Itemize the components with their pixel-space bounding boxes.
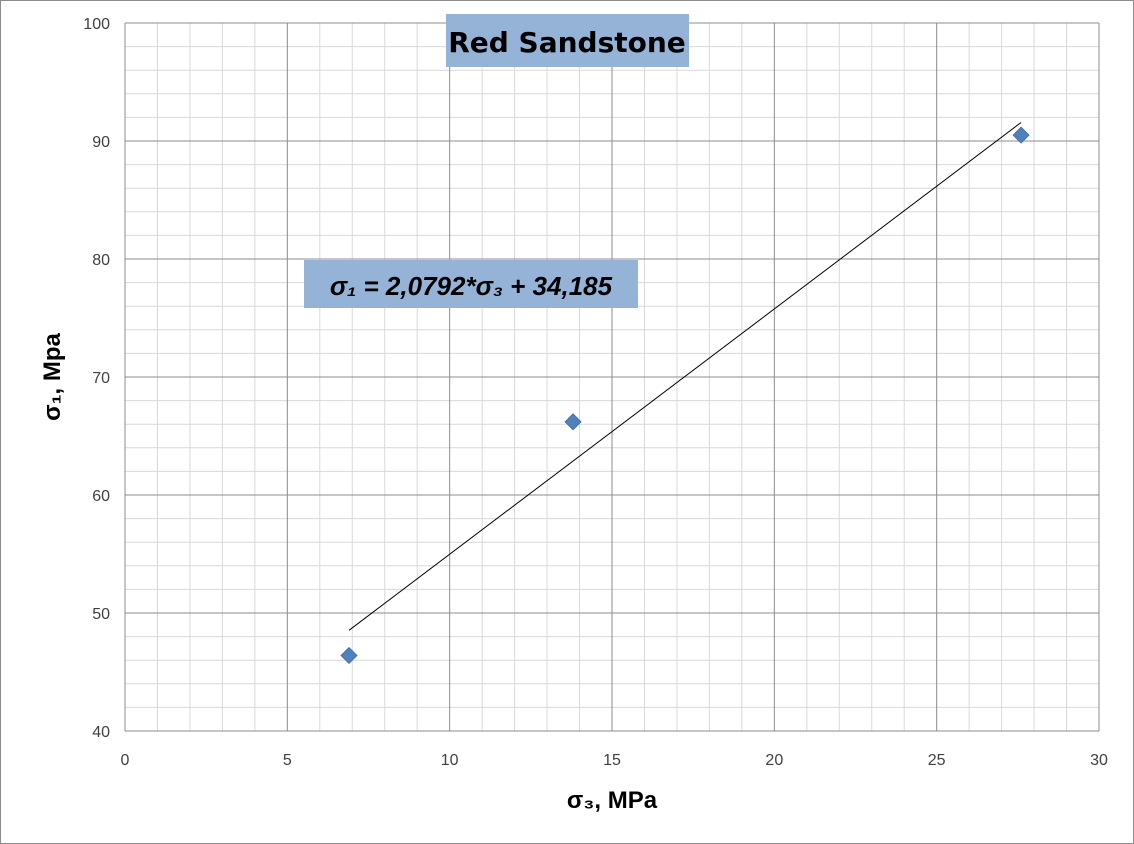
y-tick-labels: 40 50 60 70 80 90 100 [83,16,110,741]
major-gridlines [125,22,1100,731]
trendline [348,122,1022,631]
axes [124,23,1099,732]
x-tick-label: 30 [1090,752,1108,769]
trendline-equation: σ₁ = 2,0792*σ₃ + 34,185 [330,271,613,301]
data-points [340,126,1030,665]
x-tick-label: 15 [603,752,621,769]
chart-title: Red Sandstone [448,26,686,59]
x-tick-label: 0 [121,752,130,769]
trendline-equation-box [304,260,638,308]
y-tick-label: 90 [92,134,110,151]
trendline-group [348,122,1022,631]
data-point-diamond [340,646,358,665]
y-tick-label: 70 [92,370,110,387]
x-tick-label: 25 [928,752,946,769]
y-tick-label: 100 [83,16,110,33]
x-tick-label: 10 [441,752,459,769]
y-tick-label: 40 [92,724,110,741]
y-tick-label: 60 [92,488,110,505]
chart-title-box [446,14,689,67]
y-tick-label: 50 [92,606,110,623]
x-tick-label: 5 [283,752,292,769]
y-axis-title: σ₁, Mpa [39,333,66,421]
y-tick-label: 80 [92,252,110,269]
x-axis-title: σ₃, MPa [567,787,658,814]
x-tick-labels: 0 5 10 15 20 25 30 [121,752,1108,769]
x-tick-label: 20 [765,752,783,769]
data-point-diamond [1012,126,1030,144]
data-point-diamond [564,413,582,431]
